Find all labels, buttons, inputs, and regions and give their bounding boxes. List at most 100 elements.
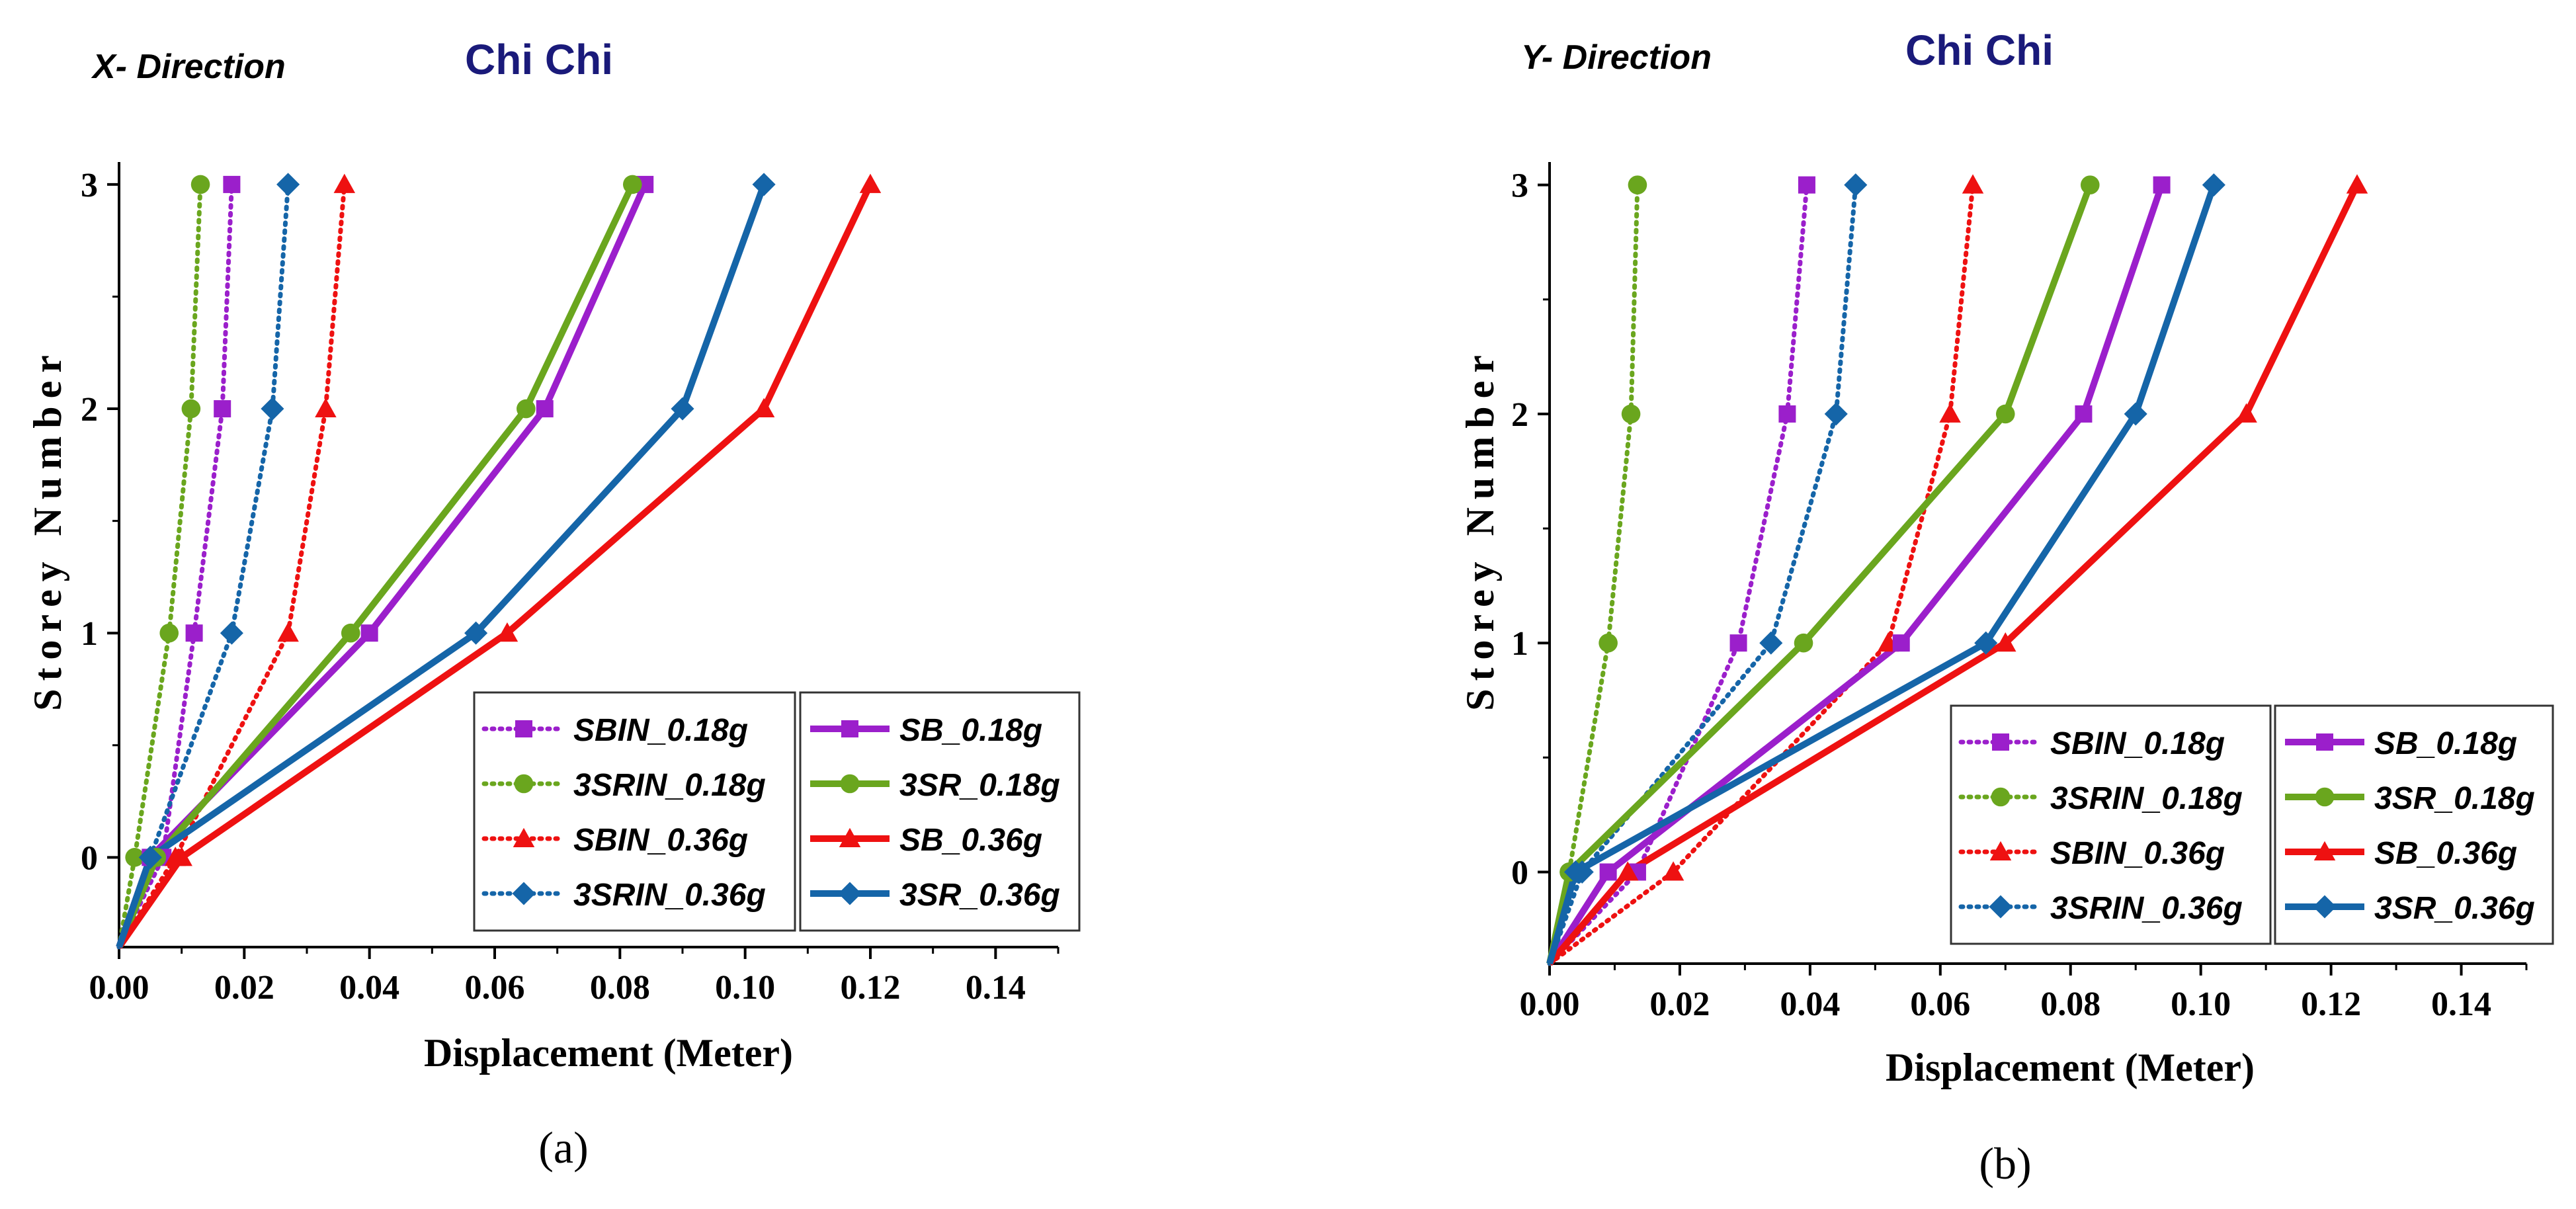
x-tick-label: 0.00 bbox=[1520, 985, 1580, 1023]
panel-label-a: (a) bbox=[538, 1122, 588, 1173]
legend-marker bbox=[2313, 841, 2336, 860]
chart-title-a: Chi Chi bbox=[465, 36, 613, 83]
legend-marker bbox=[2316, 733, 2333, 751]
data-point bbox=[190, 175, 210, 194]
data-point bbox=[223, 175, 241, 193]
legend-marker bbox=[2313, 895, 2337, 919]
data-point bbox=[1729, 634, 1747, 652]
data-point bbox=[220, 621, 243, 645]
legend-label: 3SRIN_0.36g bbox=[573, 878, 766, 913]
chart-title-b: Chi Chi bbox=[1905, 26, 2054, 74]
x-tick-label: 0.08 bbox=[2040, 985, 2100, 1023]
data-point bbox=[517, 399, 536, 419]
data-point bbox=[2153, 176, 2171, 194]
legend-label: 3SR_0.18g bbox=[899, 768, 1060, 803]
x-axis-title-b: Displacement (Meter) bbox=[1886, 1046, 2255, 1089]
legend-label: 3SR_0.36g bbox=[2374, 891, 2535, 926]
data-point bbox=[1824, 402, 1848, 426]
legend-marker bbox=[840, 774, 860, 794]
legend-marker bbox=[512, 882, 536, 905]
legend-label: SBIN_0.18g bbox=[2050, 726, 2225, 761]
data-point bbox=[1616, 861, 1639, 881]
data-point bbox=[181, 399, 201, 419]
data-point bbox=[2075, 405, 2093, 423]
y-tick-label: 1 bbox=[81, 615, 98, 653]
data-point bbox=[261, 397, 284, 421]
x-tick-label: 0.10 bbox=[2171, 985, 2231, 1023]
legend-marker bbox=[515, 720, 532, 737]
panel-label-b: (b) bbox=[1979, 1138, 2031, 1188]
legend-label: 3SRIN_0.18g bbox=[2050, 781, 2243, 816]
data-point bbox=[1778, 405, 1796, 423]
data-point bbox=[315, 397, 337, 418]
data-point bbox=[214, 400, 231, 418]
data-point bbox=[185, 624, 203, 642]
y-tick-label: 2 bbox=[81, 391, 98, 429]
y-tick-label: 0 bbox=[1511, 854, 1528, 892]
x-tick-label: 0.02 bbox=[214, 969, 274, 1007]
data-point bbox=[341, 623, 360, 643]
legend-marker bbox=[2315, 787, 2335, 807]
data-point bbox=[333, 173, 356, 193]
data-point bbox=[138, 845, 162, 869]
legend-marker bbox=[839, 827, 861, 847]
data-point bbox=[2202, 173, 2225, 197]
legend-label: 3SR_0.18g bbox=[2374, 781, 2535, 816]
x-tick-label: 0.12 bbox=[841, 969, 901, 1007]
data-point bbox=[159, 623, 179, 643]
legend-label: SB_0.18g bbox=[2374, 726, 2517, 761]
data-point bbox=[1662, 861, 1684, 881]
legend-marker bbox=[1991, 787, 2011, 807]
data-point bbox=[1599, 863, 1617, 881]
x-axis-title-a: Displacement (Meter) bbox=[424, 1031, 793, 1075]
data-point bbox=[1892, 634, 1910, 652]
data-point bbox=[622, 175, 642, 194]
data-point bbox=[2080, 175, 2100, 194]
data-point bbox=[1599, 633, 1618, 653]
x-tick-label: 0.14 bbox=[2431, 985, 2491, 1023]
x-tick-label: 0.12 bbox=[2301, 985, 2361, 1023]
legend-label: 3SRIN_0.18g bbox=[573, 768, 766, 803]
y-tick-label: 0 bbox=[81, 839, 98, 877]
legend-label: SB_0.18g bbox=[899, 713, 1042, 748]
data-point bbox=[752, 173, 776, 196]
legend-label: 3SRIN_0.36g bbox=[2050, 891, 2243, 926]
data-point bbox=[1995, 632, 2016, 652]
x-tick-label: 0.10 bbox=[715, 969, 775, 1007]
y-tick-label: 3 bbox=[1511, 167, 1528, 205]
direction-label-a: X- Direction bbox=[91, 48, 286, 86]
data-point bbox=[496, 622, 519, 642]
data-point bbox=[1621, 404, 1641, 424]
y-tick-label: 1 bbox=[1511, 625, 1528, 663]
legend-marker bbox=[1989, 841, 2012, 860]
legend-label: SBIN_0.36g bbox=[2050, 836, 2225, 871]
direction-label-b: Y- Direction bbox=[1521, 38, 1712, 77]
data-point bbox=[1759, 631, 1783, 655]
data-point bbox=[276, 173, 300, 196]
data-point bbox=[536, 400, 554, 418]
data-point bbox=[464, 621, 488, 645]
data-point bbox=[2124, 402, 2147, 426]
x-tick-label: 0.06 bbox=[1910, 985, 1970, 1023]
data-point bbox=[1563, 860, 1587, 884]
legend-marker bbox=[514, 774, 534, 794]
legend-label: SB_0.36g bbox=[899, 823, 1042, 858]
data-point bbox=[1798, 176, 1815, 194]
data-point bbox=[1628, 175, 1647, 194]
data-point bbox=[171, 847, 192, 866]
y-tick-label: 2 bbox=[1511, 396, 1528, 434]
data-point bbox=[2235, 403, 2257, 423]
data-point bbox=[277, 622, 299, 642]
y-tick-label: 3 bbox=[81, 167, 98, 204]
x-tick-label: 0.04 bbox=[1780, 985, 1840, 1023]
legend-marker bbox=[841, 720, 858, 737]
data-point bbox=[1962, 174, 1984, 194]
x-tick-label: 0.04 bbox=[339, 969, 399, 1007]
legend-label: SBIN_0.36g bbox=[573, 823, 748, 858]
data-point bbox=[1844, 173, 1868, 197]
series-line-3srin-0-36g bbox=[1547, 183, 1858, 966]
x-tick-label: 0.08 bbox=[590, 969, 650, 1007]
legend-label: SB_0.36g bbox=[2374, 836, 2517, 871]
data-point bbox=[1995, 404, 2015, 424]
data-point bbox=[360, 624, 378, 642]
